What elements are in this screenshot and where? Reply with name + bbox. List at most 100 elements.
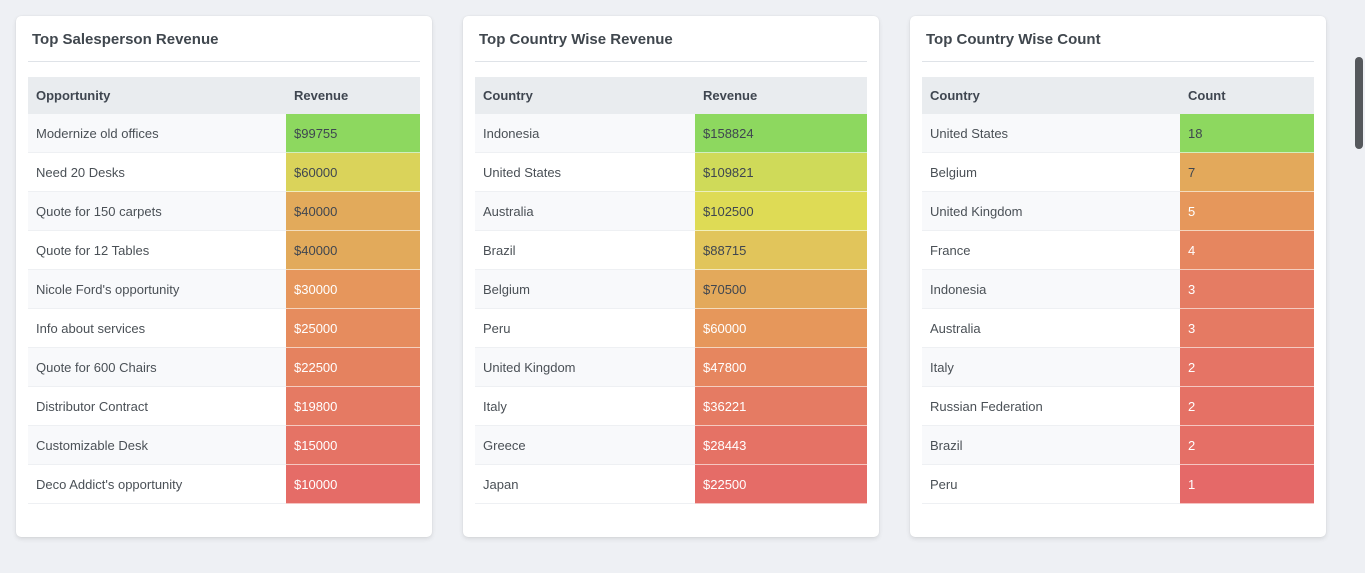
row-value-heat-cell: $102500 <box>695 191 867 231</box>
row-label: Nicole Ford's opportunity <box>28 269 286 309</box>
row-value-heat-cell: 7 <box>1180 152 1314 192</box>
card-body: Country Count United States 18 Belgium 7… <box>910 62 1326 537</box>
column-header-label: Opportunity <box>28 77 286 114</box>
row-value-heat-cell: $70500 <box>695 269 867 309</box>
table-row: Quote for 12 Tables $40000 <box>28 230 420 270</box>
row-label: Australia <box>922 308 1180 348</box>
column-header-label: Country <box>475 77 695 114</box>
row-value-heat-cell: $60000 <box>286 152 420 192</box>
table-body: Indonesia $158824 United States $109821 … <box>475 114 867 504</box>
table-row: Modernize old offices $99755 <box>28 114 420 153</box>
row-value-heat-cell: 3 <box>1180 269 1314 309</box>
row-value-heat-cell: $40000 <box>286 230 420 270</box>
row-value-heat-cell: 5 <box>1180 191 1314 231</box>
table-row: Quote for 600 Chairs $22500 <box>28 347 420 387</box>
row-value-heat-cell: 3 <box>1180 308 1314 348</box>
card-top-country-wise-count: Top Country Wise Count Country Count Uni… <box>910 16 1326 537</box>
row-value-heat-cell: $19800 <box>286 386 420 426</box>
table-row: Distributor Contract $19800 <box>28 386 420 426</box>
card-top-country-wise-revenue: Top Country Wise Revenue Country Revenue… <box>463 16 879 537</box>
row-label: France <box>922 230 1180 270</box>
row-value-heat-cell: $60000 <box>695 308 867 348</box>
card-title: Top Country Wise Revenue <box>475 16 867 62</box>
table-header-row: Opportunity Revenue <box>28 77 420 114</box>
row-value-heat-cell: $109821 <box>695 152 867 192</box>
table-body: United States 18 Belgium 7 United Kingdo… <box>922 114 1314 504</box>
row-label: Modernize old offices <box>28 114 286 153</box>
heat-table: Country Count United States 18 Belgium 7… <box>922 77 1314 504</box>
row-value-heat-cell: $40000 <box>286 191 420 231</box>
row-value-heat-cell: $47800 <box>695 347 867 387</box>
row-label: Deco Addict's opportunity <box>28 464 286 504</box>
row-value-heat-cell: 18 <box>1180 114 1314 153</box>
dashboard: Top Salesperson Revenue Opportunity Reve… <box>16 16 1326 537</box>
table-row: United States $109821 <box>475 152 867 192</box>
table-header-row: Country Revenue <box>475 77 867 114</box>
row-label: Info about services <box>28 308 286 348</box>
table-row: United States 18 <box>922 114 1314 153</box>
table-row: Indonesia $158824 <box>475 114 867 153</box>
row-value-heat-cell: $25000 <box>286 308 420 348</box>
row-label: Russian Federation <box>922 386 1180 426</box>
row-label: Brazil <box>922 425 1180 465</box>
row-label: Quote for 150 carpets <box>28 191 286 231</box>
row-label: Greece <box>475 425 695 465</box>
row-value-heat-cell: $10000 <box>286 464 420 504</box>
card-header: Top Country Wise Revenue <box>463 16 879 62</box>
table-row: France 4 <box>922 230 1314 270</box>
heat-table: Opportunity Revenue Modernize old office… <box>28 77 420 504</box>
page-scrollbar-thumb[interactable] <box>1355 57 1363 149</box>
card-title: Top Country Wise Count <box>922 16 1314 62</box>
table-row: Brazil $88715 <box>475 230 867 270</box>
card-top-salesperson-revenue: Top Salesperson Revenue Opportunity Reve… <box>16 16 432 537</box>
row-label: Peru <box>475 308 695 348</box>
row-label: United States <box>475 152 695 192</box>
row-label: Japan <box>475 464 695 504</box>
row-value-heat-cell: $22500 <box>286 347 420 387</box>
row-value-heat-cell: $22500 <box>695 464 867 504</box>
row-value-heat-cell: $30000 <box>286 269 420 309</box>
row-label: Belgium <box>475 269 695 309</box>
table-row: Quote for 150 carpets $40000 <box>28 191 420 231</box>
row-label: United Kingdom <box>475 347 695 387</box>
heat-table: Country Revenue Indonesia $158824 United… <box>475 77 867 504</box>
row-label: Italy <box>475 386 695 426</box>
row-value-heat-cell: $28443 <box>695 425 867 465</box>
row-label: United States <box>922 114 1180 153</box>
table-row: Deco Addict's opportunity $10000 <box>28 464 420 504</box>
row-label: Distributor Contract <box>28 386 286 426</box>
row-label: United Kingdom <box>922 191 1180 231</box>
row-label: Indonesia <box>475 114 695 153</box>
table-row: Italy $36221 <box>475 386 867 426</box>
row-value-heat-cell: 2 <box>1180 386 1314 426</box>
table-row: Need 20 Desks $60000 <box>28 152 420 192</box>
row-label: Quote for 12 Tables <box>28 230 286 270</box>
column-header-value: Revenue <box>286 77 420 114</box>
row-label: Quote for 600 Chairs <box>28 347 286 387</box>
row-value-heat-cell: $36221 <box>695 386 867 426</box>
table-row: Info about services $25000 <box>28 308 420 348</box>
table-header-row: Country Count <box>922 77 1314 114</box>
table-body: Modernize old offices $99755 Need 20 Des… <box>28 114 420 504</box>
row-value-heat-cell: $158824 <box>695 114 867 153</box>
page-scrollbar-track[interactable] <box>1353 0 1365 573</box>
card-title: Top Salesperson Revenue <box>28 16 420 62</box>
row-label: Customizable Desk <box>28 425 286 465</box>
row-label: Peru <box>922 464 1180 504</box>
row-label: Australia <box>475 191 695 231</box>
table-row: Nicole Ford's opportunity $30000 <box>28 269 420 309</box>
row-value-heat-cell: 1 <box>1180 464 1314 504</box>
row-value-heat-cell: $88715 <box>695 230 867 270</box>
card-body: Opportunity Revenue Modernize old office… <box>16 62 432 537</box>
row-label: Belgium <box>922 152 1180 192</box>
row-label: Italy <box>922 347 1180 387</box>
column-header-value: Count <box>1180 77 1314 114</box>
column-header-value: Revenue <box>695 77 867 114</box>
card-header: Top Country Wise Count <box>910 16 1326 62</box>
row-label: Brazil <box>475 230 695 270</box>
column-header-label: Country <box>922 77 1180 114</box>
table-row: Russian Federation 2 <box>922 386 1314 426</box>
row-label: Need 20 Desks <box>28 152 286 192</box>
table-row: Brazil 2 <box>922 425 1314 465</box>
card-header: Top Salesperson Revenue <box>16 16 432 62</box>
